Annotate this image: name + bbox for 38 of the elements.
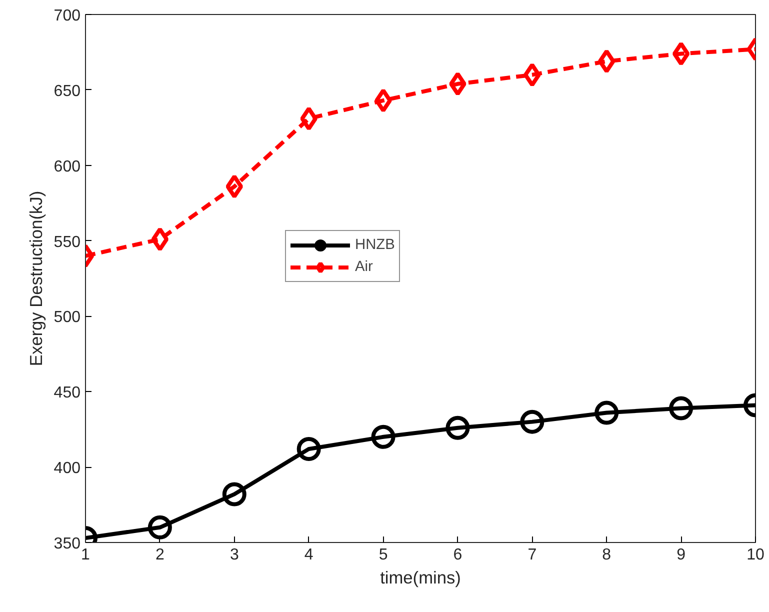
x-tick-label: 7 <box>528 546 537 564</box>
point <box>449 72 466 96</box>
point <box>524 62 541 87</box>
x-tick-label: 1 <box>81 546 90 564</box>
point <box>226 174 244 198</box>
legend-label: Air <box>355 259 374 275</box>
point <box>296 436 321 461</box>
point <box>520 410 544 434</box>
x-tick-label: 4 <box>304 546 314 564</box>
x-tick-label: 3 <box>230 546 239 564</box>
y-tick-label: 600 <box>54 158 81 176</box>
y-tick-label: 550 <box>54 234 81 251</box>
y-tick-label: 350 <box>54 536 81 552</box>
x-tick-label: 2 <box>155 546 164 564</box>
point <box>371 424 396 449</box>
point <box>222 482 246 506</box>
x-axis-title: time(mins) <box>380 568 461 588</box>
point <box>148 515 172 540</box>
point <box>151 227 169 252</box>
point <box>374 88 392 112</box>
x-tick-label: 10 <box>746 546 764 564</box>
y-tick-label: 700 <box>54 8 81 24</box>
point <box>672 42 690 66</box>
x-tick-label: 9 <box>676 546 686 564</box>
point <box>594 400 619 425</box>
y-tick-label: 500 <box>54 309 81 326</box>
x-tick-label: 6 <box>453 546 462 564</box>
x-tick-label: 5 <box>378 546 388 564</box>
point <box>300 106 318 131</box>
y-tick-label: 400 <box>54 460 81 478</box>
y-axis-title: Exergy Destruction(kJ) <box>26 190 46 366</box>
point <box>669 396 694 420</box>
point <box>446 416 470 440</box>
y-tick-label: 450 <box>54 384 81 402</box>
point <box>598 49 616 74</box>
legend-label: HNZB <box>355 237 395 253</box>
x-tick-label: 8 <box>602 546 612 564</box>
y-tick-label: 650 <box>54 82 81 100</box>
